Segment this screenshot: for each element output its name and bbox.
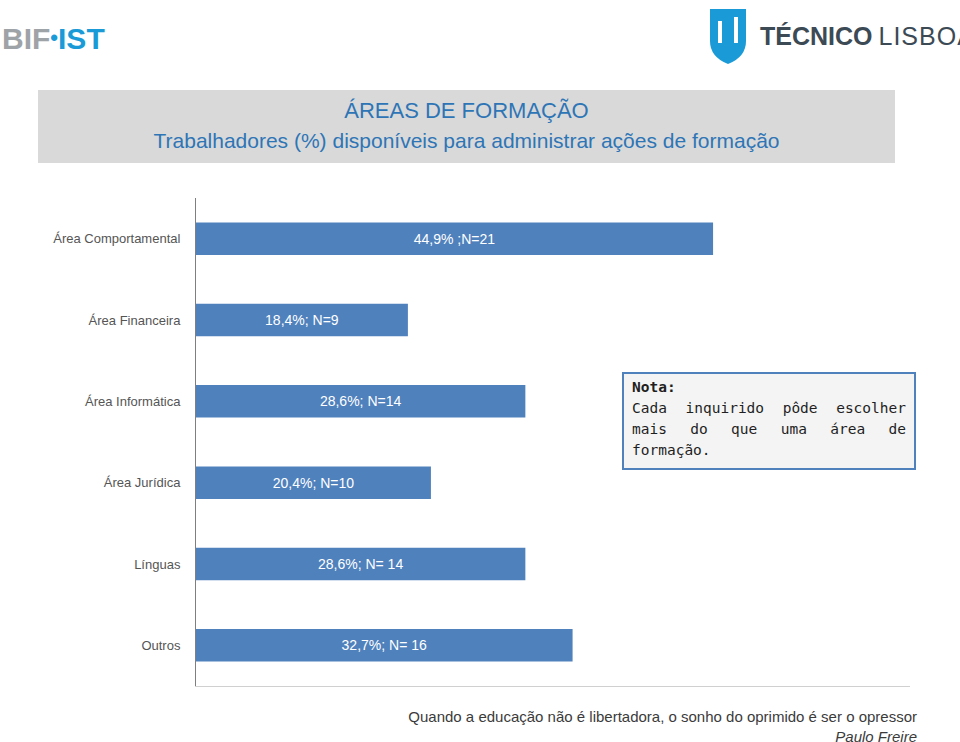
svg-text:18,4%; N=9: 18,4%; N=9 <box>265 312 339 328</box>
svg-text:Área Comportamental: Área Comportamental <box>53 231 180 246</box>
svg-text:44,9% ;N=21: 44,9% ;N=21 <box>414 231 496 247</box>
svg-text:20,4%; N=10: 20,4%; N=10 <box>273 475 355 491</box>
html-text:TÉCNICO: TÉCNICO <box>760 21 873 50</box>
html-text:Quando a educação não é libert: Quando a educação não é libertadora, o s… <box>408 708 917 725</box>
svg-text:28,6%; N=14: 28,6%; N=14 <box>320 393 402 409</box>
svg-text:Outros: Outros <box>141 638 181 653</box>
html-text:Cada inquirido pôde escolher m: Cada inquirido pôde escolher mais do que… <box>632 400 906 458</box>
svg-text:Línguas: Línguas <box>134 557 181 572</box>
svg-text:Área Informática: Área Informática <box>85 394 181 409</box>
svg-text:28,6%; N= 14: 28,6%; N= 14 <box>318 556 403 572</box>
html-text:Nota:: Nota: <box>632 379 676 395</box>
html-text:BIF•IST: BIF•IST <box>2 22 105 55</box>
svg-text:32,7%; N= 16: 32,7%; N= 16 <box>342 637 427 653</box>
html-text:Trabalhadores (%) disponíveis: Trabalhadores (%) disponíveis para admin… <box>153 129 780 152</box>
html-text:ÁREAS DE FORMAÇÃO: ÁREAS DE FORMAÇÃO <box>344 98 589 123</box>
svg-text:Área Financeira: Área Financeira <box>89 313 182 328</box>
svg-text:Área Jurídica: Área Jurídica <box>104 475 181 490</box>
